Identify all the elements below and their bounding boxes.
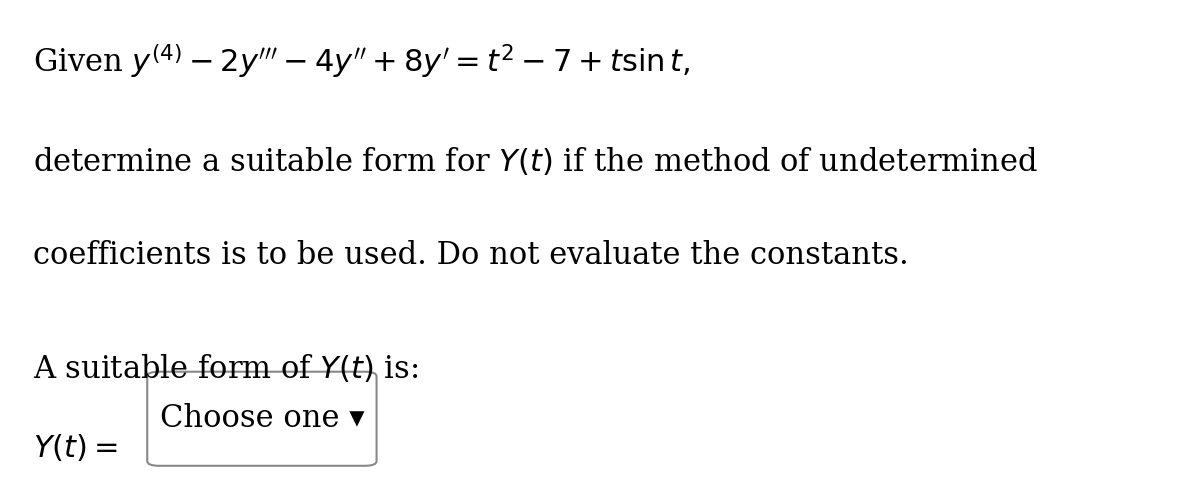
Text: determine a suitable form for $Y(t)$ if the method of undetermined: determine a suitable form for $Y(t)$ if … <box>34 146 1038 178</box>
Text: $Y(t) =$: $Y(t) =$ <box>34 433 118 464</box>
FancyBboxPatch shape <box>148 372 377 466</box>
Text: A suitable form of $Y(t)$ is:: A suitable form of $Y(t)$ is: <box>34 353 419 385</box>
Text: coefficients is to be used. Do not evaluate the constants.: coefficients is to be used. Do not evalu… <box>34 240 908 271</box>
Text: Given $y^{(4)} - 2y''' - 4y'' + 8y' = t^2 - 7 + t\sin t,$: Given $y^{(4)} - 2y''' - 4y'' + 8y' = t^… <box>34 42 691 81</box>
Text: Choose one ▾: Choose one ▾ <box>160 403 364 434</box>
